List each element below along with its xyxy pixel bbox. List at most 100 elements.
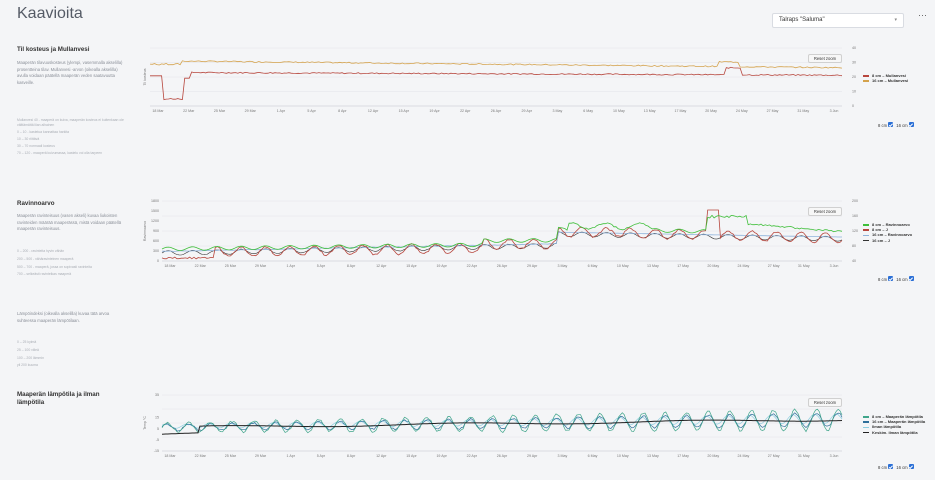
section-heading-nutrients: Ravinnoarvo xyxy=(17,200,55,207)
chart-legend-nutrients: 8 cm – Ravinnoarvo 8 cm – J 16 cm – Ravinn… xyxy=(863,222,912,243)
x-tick-label: 26 Apr xyxy=(491,109,502,113)
x-tick-label: 3 May xyxy=(557,264,567,268)
legend-swatch xyxy=(863,421,869,423)
series-16cm-soil-temp-line xyxy=(161,412,843,432)
x-tick-label: 17 May xyxy=(677,264,689,268)
x-tick-label: 1 Apr xyxy=(287,264,296,268)
legend-item[interactable]: Ilman lämpötila xyxy=(863,424,925,429)
legend-swatch xyxy=(863,431,869,434)
reset-zoom-button[interactable]: Reset zoom xyxy=(808,207,842,216)
series-16cm-j-line xyxy=(161,231,843,256)
x-tick-label: 12 Apr xyxy=(376,264,387,268)
x-tick-label: 8 Apr xyxy=(347,454,356,458)
checkbox-16cm[interactable] xyxy=(908,276,914,282)
legend-swatch xyxy=(863,75,869,77)
x-tick-label: 3 Jun xyxy=(830,454,839,458)
legend-item[interactable]: 8 cm – Maaperän lämpötila xyxy=(863,414,925,419)
x-tick-label: 27 May xyxy=(768,454,780,458)
depth-toggles-nutrients: 8 cm 16 cm xyxy=(878,276,916,282)
more-menu-icon[interactable]: ··· xyxy=(918,10,927,20)
series-avg-air-temp-line xyxy=(161,419,843,435)
x-tick-label: 20 May xyxy=(705,109,717,113)
y2-tick-label: 80 xyxy=(852,244,856,248)
section-desc-small-nutrients-2: 0 – 25 kylmä 25 – 100 viileä 100 – 200 l… xyxy=(17,340,129,368)
x-tick-label: 29 Apr xyxy=(527,264,538,268)
depth-label: 8 cm xyxy=(878,277,888,282)
reset-zoom-button[interactable]: Reset zoom xyxy=(808,54,842,63)
desc-line: 0 – 25 kylmä xyxy=(17,340,37,344)
checkbox-16cm[interactable] xyxy=(908,122,914,128)
y-axis-label: Ravinnoarvo xyxy=(143,221,147,241)
desc-line: Mullanvesi 40 - maaperä on kuiva, maaper… xyxy=(17,118,124,127)
legend-item[interactable]: 16 cm – Maaperän lämpötila xyxy=(863,419,925,424)
depth-label: 16 cm xyxy=(896,123,908,128)
x-tick-label: 19 Apr xyxy=(436,454,447,458)
section-desc-nutrients-2: Lämpöindeksi (oikealla akselilla) kuvaa … xyxy=(17,311,110,323)
y-tick-label: 15 xyxy=(155,416,159,420)
station-select[interactable]: Talraps "Saluma" ▾ xyxy=(772,13,904,28)
x-tick-label: 22 Apr xyxy=(460,109,471,113)
desc-line: 30 – 70 normaali kosteus xyxy=(17,143,55,148)
legend-swatch xyxy=(863,229,869,231)
series-16cm-line xyxy=(149,60,843,69)
x-tick-label: 27 May xyxy=(768,264,780,268)
x-tick-label: 12 Apr xyxy=(368,109,379,113)
x-tick-label: 19 Apr xyxy=(429,109,440,113)
y-tick-label: 1200 xyxy=(151,219,159,223)
checkbox-8cm[interactable] xyxy=(888,276,894,282)
moisture-chart[interactable]: 18 Mar 22 Mar 25 Mar 29 Mar 1 Apr 5 Apr 8 Apr 1… xyxy=(140,40,860,120)
legend-item[interactable]: 8 cm – J xyxy=(863,227,912,232)
y-tick-label: -15 xyxy=(154,449,159,453)
desc-line: 100 – 200 lämmin xyxy=(17,355,44,360)
x-tick-label: 22 Apr xyxy=(467,264,478,268)
legend-swatch xyxy=(863,416,869,418)
x-tick-label: 3 May xyxy=(553,109,563,113)
x-tick-label: 22 Apr xyxy=(467,454,478,458)
x-tick-label: 5 Apr xyxy=(307,109,316,113)
x-tick-label: 25 Mar xyxy=(225,454,237,458)
series-16cm-nutrient-line xyxy=(161,231,842,252)
legend-item[interactable]: 16 cm – Ravinnoarvo xyxy=(863,232,912,237)
desc-line: 70 – 120 - maaperä kuivumassa, kastelu v… xyxy=(17,150,103,155)
checkbox-8cm[interactable] xyxy=(888,122,894,128)
series-8cm-nutrient-line xyxy=(161,214,843,251)
desc-line: 500 – 700 - maaperä, jossa on sopivasti … xyxy=(17,264,92,269)
legend-item[interactable]: 16 cm – Mullanvesi xyxy=(863,78,908,83)
nutrient-chart[interactable]: 18 Mar 22 Mar 25 Mar 29 Mar 1 Apr 5 Apr 8 Apr 1… xyxy=(140,193,860,273)
temperature-chart[interactable]: 18 Mar 22 Mar 25 Mar 29 Mar 1 Apr 5 Apr 8 Apr 1… xyxy=(140,389,860,464)
x-tick-label: 3 Jun xyxy=(830,109,839,113)
x-tick-label: 29 Mar xyxy=(255,454,267,458)
section-heading-moisture: Til kosteus ja Mullanvesi xyxy=(17,46,90,53)
legend-item[interactable]: 8 cm – Mullanvesi xyxy=(863,73,908,78)
x-tick-label: 26 Apr xyxy=(497,454,508,458)
desc-line: 0 – 200 - ravinteita hyvin vähän xyxy=(17,249,65,253)
y-tick-label: 35 xyxy=(155,393,159,397)
legend-item[interactable]: 16 cm – J xyxy=(863,238,912,243)
desc-line: 0 – 10 - kastelua kannattaa harkita xyxy=(17,129,70,134)
x-tick-label: 29 Mar xyxy=(245,109,257,113)
y2-tick-label: 30 xyxy=(852,61,856,65)
y-tick-label: 5 xyxy=(157,427,159,431)
depth-toggles-temperature: 8 cm 16 cm xyxy=(878,464,916,470)
checkbox-8cm[interactable] xyxy=(888,464,894,470)
desc-line: 10 – 30 riittävä xyxy=(17,136,40,141)
x-tick-label: 25 Mar xyxy=(225,264,237,268)
depth-label: 16 cm xyxy=(896,277,908,282)
x-tick-label: 24 May xyxy=(736,109,748,113)
x-tick-label: 25 Mar xyxy=(214,109,226,113)
x-tick-label: 29 Apr xyxy=(527,454,538,458)
x-tick-label: 17 May xyxy=(674,109,686,113)
x-tick-label: 1 Apr xyxy=(287,454,296,458)
reset-zoom-button[interactable]: Reset zoom xyxy=(808,398,842,407)
depth-toggles-moisture: 8 cm 16 cm xyxy=(878,122,916,128)
series-8cm-j-line xyxy=(161,209,843,260)
page-title: Kaavioita xyxy=(17,5,83,22)
legend-item[interactable]: 8 cm – Ravinnoarvo xyxy=(863,222,912,227)
x-tick-label: 27 May xyxy=(767,109,779,113)
x-tick-label: 20 May xyxy=(707,264,719,268)
checkbox-16cm[interactable] xyxy=(908,464,914,470)
legend-label: 16 cm – Maaperän lämpötila xyxy=(872,419,926,425)
legend-item[interactable]: Keskim. ilman lämpötila xyxy=(863,430,925,435)
section-desc-nutrients: Maaperän ravinteisuus (vasen akseli) kuv… xyxy=(17,213,122,232)
x-tick-label: 22 Mar xyxy=(183,109,195,113)
